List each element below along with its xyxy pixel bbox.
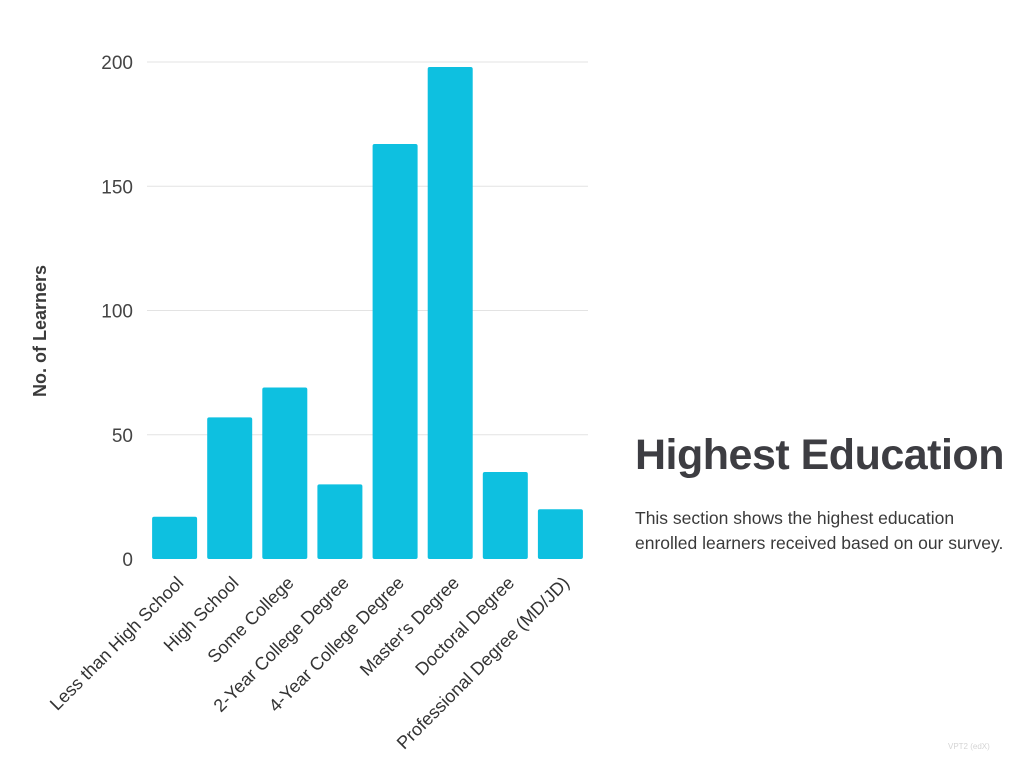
y-tick-label: 50 <box>112 426 133 447</box>
bar <box>262 387 308 559</box>
y-axis-title: No. of Learners <box>30 265 50 397</box>
y-tick-label: 100 <box>101 302 133 323</box>
category-label: Master's Degree <box>356 573 463 680</box>
bar <box>537 509 583 559</box>
gridlines <box>147 61 588 436</box>
section-panel: Highest Education This section shows the… <box>635 430 1020 556</box>
bar <box>427 67 473 559</box>
bar <box>372 144 418 559</box>
bar <box>482 472 528 559</box>
category-label: Doctoral Degree <box>411 573 518 680</box>
footer-watermark: VPT2 (edX) <box>948 742 990 751</box>
section-title: Highest Education <box>635 431 1004 479</box>
y-tick-label: 150 <box>101 177 133 198</box>
bar <box>207 417 253 559</box>
y-tick-label: 0 <box>122 550 133 571</box>
section-description: This section shows the highest education… <box>635 508 1004 553</box>
bar <box>152 516 198 559</box>
y-tick-label: 200 <box>101 53 133 74</box>
y-tick-labels: 0 50 100 150 200 <box>101 53 133 571</box>
bar <box>317 484 363 559</box>
bars <box>152 67 583 559</box>
